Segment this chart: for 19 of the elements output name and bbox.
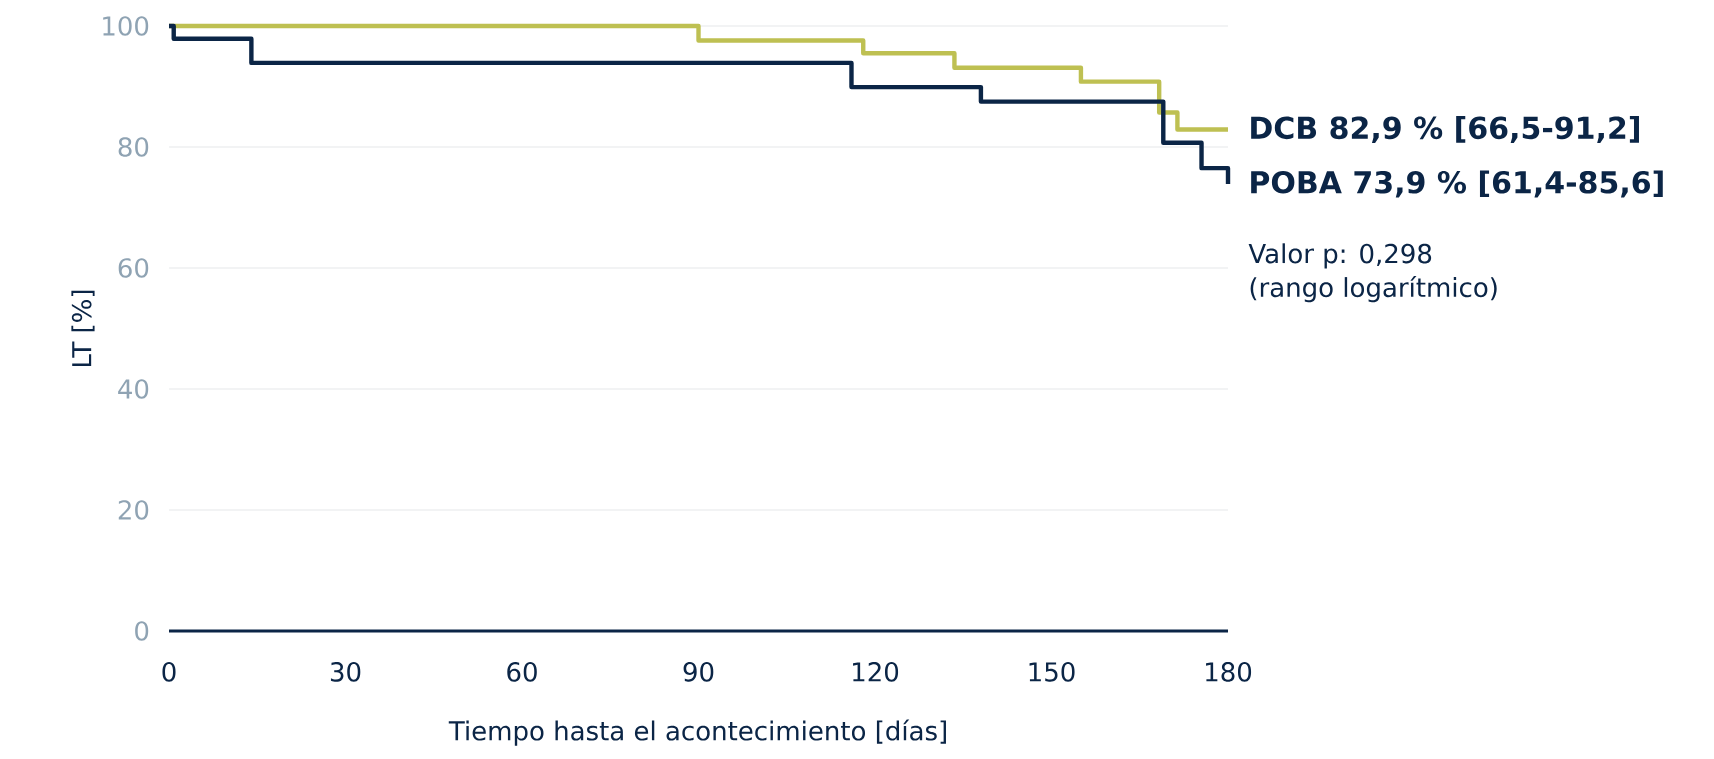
x-tick-label: 30 xyxy=(330,662,361,682)
y-tick-label: 20 xyxy=(118,500,149,520)
x-tick-label: 90 xyxy=(683,662,714,682)
series-label: POBA 73,9 % [61,4-85,6] xyxy=(1251,170,1663,198)
y-tick-label: 100 xyxy=(103,16,149,36)
y-tick-label: 60 xyxy=(118,258,149,278)
x-tick-label: 0 xyxy=(162,662,176,682)
y-tick-label: 0 xyxy=(135,621,149,641)
x-tick-label: 120 xyxy=(853,662,899,682)
text: (rango logarítmico) xyxy=(1250,276,1497,303)
y-axis-title: LT [%] xyxy=(71,290,95,366)
x-tick-label: 150 xyxy=(1029,662,1075,682)
x-axis-title: Tiempo hasta el acontecimiento [días] xyxy=(448,719,946,746)
y-tick-label: 80 xyxy=(118,137,149,157)
y-tick-label: 40 xyxy=(118,379,149,399)
x-tick-label: 60 xyxy=(507,662,537,682)
text: Valor p: 0,298 xyxy=(1248,243,1432,269)
series-label: DCB 82,9 % [66,5-91,2] xyxy=(1251,115,1639,143)
x-tick-label: 180 xyxy=(1206,662,1252,682)
